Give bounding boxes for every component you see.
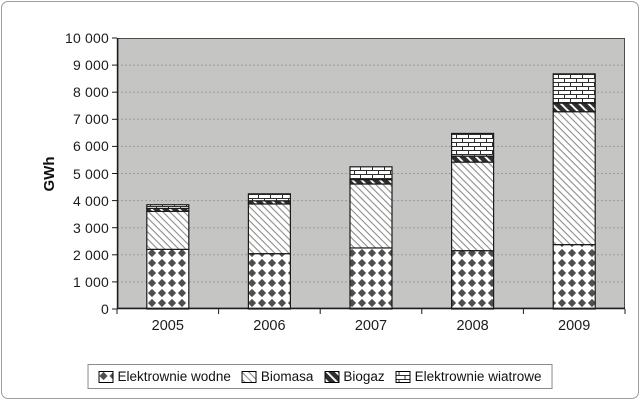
bar-segment-2006-diamond [247, 253, 291, 310]
y-axis-tick-label: 7 000 [72, 111, 109, 128]
bar-segment-2007-light-diagonal [349, 183, 393, 249]
bar-segment-2008-light-diagonal [451, 161, 495, 252]
y-axis-tick-label: 1 000 [72, 273, 109, 290]
legend-item-light-diagonal: Biomasa [241, 369, 314, 384]
y-axis-tick-label: 5 000 [72, 165, 109, 182]
y-axis-tick-label: 4 000 [72, 192, 109, 209]
y-axis-tick-label: 2 000 [72, 246, 109, 263]
bar-segment-2005-diamond [146, 248, 190, 310]
legend-swatch-brick-icon [395, 370, 411, 383]
y-axis-tick-label: 6 000 [72, 138, 109, 155]
bar-segment-2008-diamond [451, 250, 495, 310]
legend-swatch-dark-diagonal-icon [324, 370, 340, 383]
y-axis-tick-label: 3 000 [72, 219, 109, 236]
y-axis-tick-label: 0 [101, 301, 109, 317]
legend-item-brick: Elektrownie wiatrowe [395, 369, 542, 384]
y-axis-tick-label: 9 000 [72, 57, 109, 74]
legend: Elektrownie wodne Biomasa Biogaz Elektrowni… [87, 364, 553, 389]
plot-area [112, 37, 626, 314]
legend-item-dark-diagonal: Biogaz [324, 369, 385, 384]
x-axis-label-2005: 2005 [151, 318, 184, 334]
y-axis-tick-label: 8 000 [72, 84, 109, 101]
bar-segment-2009-brick [552, 73, 596, 104]
bar-segment-2006-light-diagonal [247, 203, 291, 255]
bar-segment-2005-light-diagonal [146, 210, 190, 250]
x-axis-label-2009: 2009 [558, 318, 591, 334]
legend-label: Elektrownie wodne [117, 369, 231, 384]
legend-label: Biogaz [343, 369, 385, 384]
legend-label: Biomasa [260, 369, 314, 384]
bar-segment-2005-brick [146, 204, 190, 210]
x-axis-label-2008: 2008 [456, 318, 489, 334]
bar-segment-2007-brick [349, 166, 393, 181]
legend-swatch-diamond-icon [98, 370, 114, 383]
x-axis-label-2007: 2007 [354, 318, 388, 334]
legend-label: Elektrownie wiatrowe [414, 369, 542, 384]
bar-segment-2008-brick [451, 132, 495, 157]
x-axis-label-2006: 2006 [253, 318, 286, 334]
bar-segment-2006-brick [247, 193, 291, 202]
y-axis-tick-label: 10 000 [64, 30, 109, 46]
bar-segment-2007-dark-diagonal [349, 178, 393, 185]
bar-segment-2009-light-diagonal [552, 111, 596, 246]
bar-segment-2008-dark-diagonal [451, 155, 495, 163]
bar-segment-2009-diamond [552, 244, 596, 310]
legend-item-diamond: Elektrownie wodne [98, 369, 231, 384]
bar-segment-2007-diamond [349, 247, 393, 310]
legend-swatch-light-diagonal-icon [241, 370, 257, 383]
bar-segment-2009-dark-diagonal [552, 102, 596, 113]
